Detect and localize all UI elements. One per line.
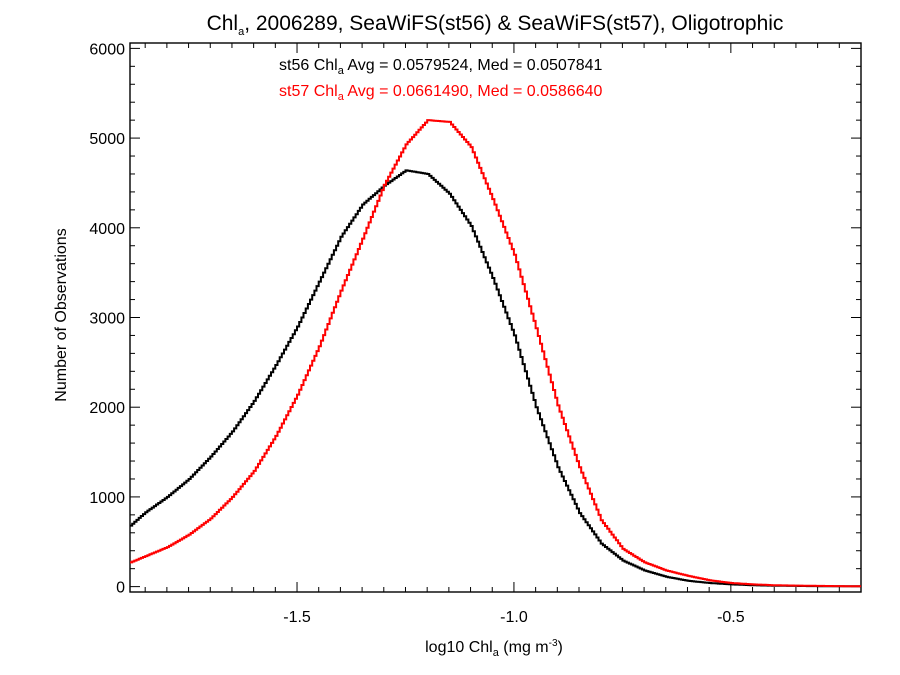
chart-title-prefix: Chl [207,12,239,35]
chart-title-subscript: a [238,26,245,38]
y-tick-label: 4000 [89,221,125,238]
chart-title-rest: , 2006289, SeaWiFS(st56) & SeaWiFS(st57)… [244,12,783,35]
plot-frame [129,42,862,593]
annotation-st56-rest: Avg = 0.0579524, Med = 0.0507841 [344,57,603,74]
series-line-st56 [130,169,861,588]
annotation-st56-prefix: st56 Chl [279,57,338,74]
series-annotation-st56: st56 Chla Avg = 0.0579524, Med = 0.05078… [279,57,603,77]
x-tick-label: -0.5 [717,609,745,626]
x-axis-label-middle: (mg m [499,639,549,656]
y-axis-label: Number of Observations [53,228,70,401]
series-line-st57 [130,119,861,588]
y-tick-label: 5000 [89,131,125,148]
x-axis-label: log10 Chla (mg m-3) [425,638,563,659]
plot-area: 0 1000 2000 3000 4000 5000 6000 -1.5 -1.0 -0.5 [89,41,862,626]
annotation-st57-prefix: st57 Chl [279,83,338,100]
annotation-st57-rest: Avg = 0.0661490, Med = 0.0586640 [344,83,603,100]
y-tick-label: 6000 [89,41,125,58]
x-axis-label-prefix: log10 Chl [425,639,493,656]
x-axis-label-suffix: ) [558,639,563,656]
series-annotation-st57: st57 Chla Avg = 0.0661490, Med = 0.05866… [279,83,603,103]
annotation-st57-subscript: a [338,91,345,103]
y-tick-label: 3000 [89,311,125,328]
y-tick-label: 0 [116,580,125,597]
y-tick-label: 1000 [89,490,125,507]
x-axis-label-superscript: -3 [549,638,558,649]
x-axis-label-subscript: a [493,647,500,659]
annotation-st56-subscript: a [338,65,345,77]
x-tick-label: -1.0 [500,609,528,626]
y-tick-label: 2000 [89,400,125,417]
x-tick-label: -1.5 [283,609,311,626]
chart-title: Chla, 2006289, SeaWiFS(st56) & SeaWiFS(s… [207,12,784,38]
